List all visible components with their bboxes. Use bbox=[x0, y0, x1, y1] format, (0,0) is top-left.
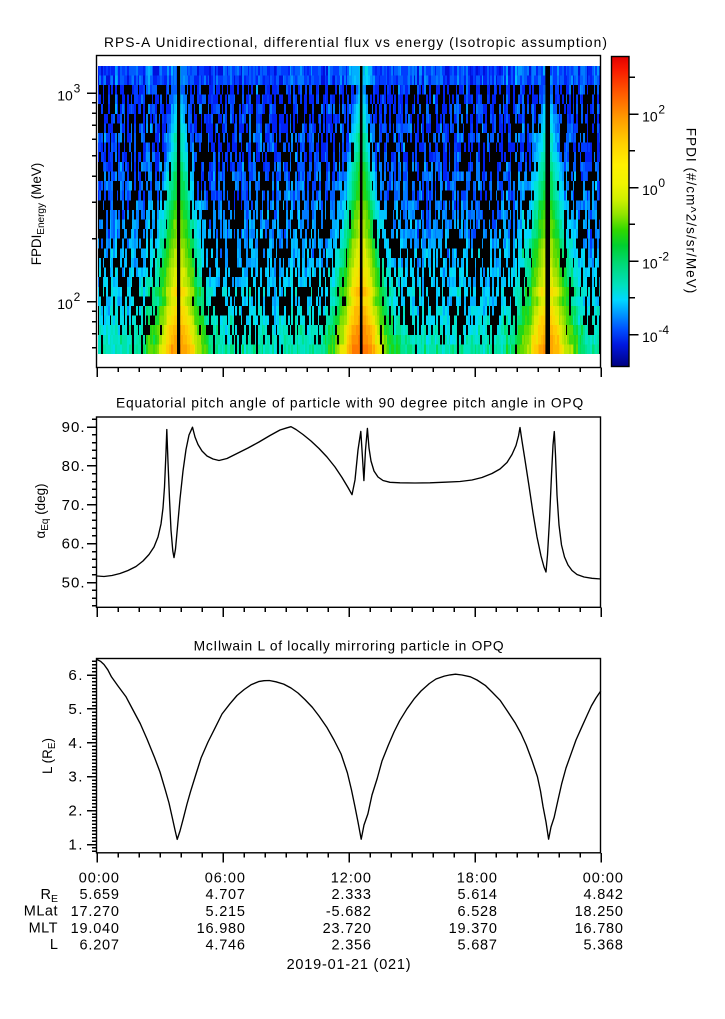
svg-text:FPDI (#/cm^2/s/sr/MeV): FPDI (#/cm^2/s/sr/MeV) bbox=[684, 128, 699, 295]
svg-text:-4: -4 bbox=[658, 323, 669, 337]
svg-text:12:00: 12:00 bbox=[331, 871, 372, 887]
svg-text:5.687: 5.687 bbox=[458, 938, 498, 954]
svg-text:5.: 5. bbox=[68, 701, 84, 718]
svg-text:RE: RE bbox=[41, 887, 59, 905]
svg-text:MLat: MLat bbox=[24, 904, 58, 920]
svg-text:10: 10 bbox=[642, 329, 658, 345]
svg-text:Equatorial pitch angle of part: Equatorial pitch angle of particle with … bbox=[116, 396, 584, 411]
svg-text:10: 10 bbox=[642, 108, 658, 124]
svg-text:2019-01-21 (021): 2019-01-21 (021) bbox=[287, 957, 412, 973]
svg-text:αEq (deg): αEq (deg) bbox=[33, 484, 51, 539]
svg-text:2.: 2. bbox=[68, 803, 84, 820]
svg-text:RPS-A Unidirectional, differen: RPS-A Unidirectional, differential flux … bbox=[104, 35, 608, 50]
svg-text:MLT: MLT bbox=[29, 921, 58, 937]
svg-text:4.746: 4.746 bbox=[206, 938, 246, 954]
svg-text:10: 10 bbox=[642, 182, 658, 198]
svg-text:16.780: 16.780 bbox=[575, 921, 624, 937]
svg-text:00:00: 00:00 bbox=[79, 871, 120, 887]
svg-text:06:00: 06:00 bbox=[205, 871, 246, 887]
svg-text:17.270: 17.270 bbox=[71, 904, 120, 920]
svg-text:2.333: 2.333 bbox=[332, 887, 372, 903]
svg-text:16.980: 16.980 bbox=[197, 921, 246, 937]
svg-text:2.356: 2.356 bbox=[332, 938, 372, 954]
svg-text:1.: 1. bbox=[68, 837, 84, 854]
svg-text:4.842: 4.842 bbox=[584, 887, 624, 903]
svg-text:5.614: 5.614 bbox=[458, 887, 498, 903]
svg-text:6.528: 6.528 bbox=[458, 904, 498, 920]
svg-text:19.370: 19.370 bbox=[449, 921, 498, 937]
svg-text:5.659: 5.659 bbox=[80, 887, 120, 903]
svg-text:L: L bbox=[50, 937, 58, 953]
svg-text:5.368: 5.368 bbox=[584, 938, 624, 954]
svg-text:McIlwain L of locally mirrorin: McIlwain L of locally mirroring particle… bbox=[194, 639, 505, 654]
svg-text:FPDIEnergy (MeV): FPDIEnergy (MeV) bbox=[29, 163, 47, 265]
svg-text:80.: 80. bbox=[62, 458, 86, 475]
svg-text:-5.682: -5.682 bbox=[326, 904, 372, 920]
svg-text:18:00: 18:00 bbox=[457, 871, 498, 887]
svg-text:90.: 90. bbox=[62, 419, 86, 436]
svg-text:10: 10 bbox=[57, 296, 73, 312]
svg-text:00:00: 00:00 bbox=[583, 871, 624, 887]
svg-text:4.707: 4.707 bbox=[206, 887, 246, 903]
svg-text:2: 2 bbox=[658, 103, 665, 117]
svg-text:50.: 50. bbox=[62, 575, 86, 592]
svg-text:10: 10 bbox=[642, 255, 658, 271]
svg-text:18.250: 18.250 bbox=[575, 904, 624, 920]
svg-text:19.040: 19.040 bbox=[71, 921, 120, 937]
svg-text:3: 3 bbox=[74, 82, 81, 96]
svg-text:6.207: 6.207 bbox=[80, 938, 120, 954]
svg-text:L (RE): L (RE) bbox=[40, 738, 58, 774]
svg-text:4.: 4. bbox=[68, 735, 84, 752]
svg-text:-2: -2 bbox=[658, 250, 669, 264]
svg-text:0: 0 bbox=[658, 176, 665, 190]
svg-text:70.: 70. bbox=[62, 497, 86, 514]
svg-text:60.: 60. bbox=[62, 536, 86, 553]
svg-text:10: 10 bbox=[57, 87, 73, 103]
svg-text:5.215: 5.215 bbox=[206, 904, 246, 920]
svg-text:2: 2 bbox=[74, 290, 81, 304]
svg-text:23.720: 23.720 bbox=[323, 921, 372, 937]
svg-text:6.: 6. bbox=[68, 667, 84, 684]
svg-text:3.: 3. bbox=[68, 769, 84, 786]
